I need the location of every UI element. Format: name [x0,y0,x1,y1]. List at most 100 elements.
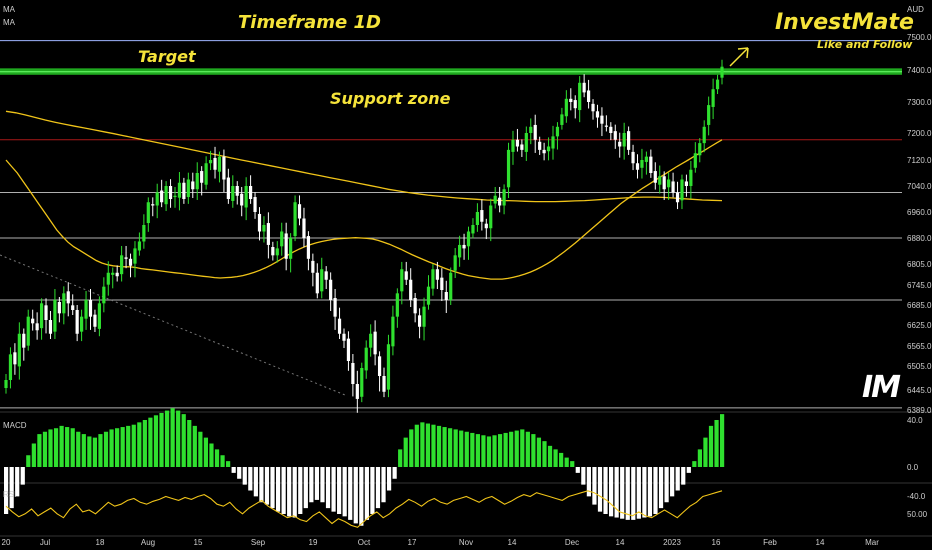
candle [355,370,359,413]
candle-body [635,163,640,170]
time-tick-label: Dec [565,538,579,547]
candle [582,74,586,98]
candle [466,226,471,260]
macd-bar [448,428,453,467]
macd-bar [375,467,381,509]
candle-body [217,156,222,172]
candle-body [618,141,622,147]
macd-bar [392,467,397,479]
candle [315,263,319,299]
candle [177,172,182,211]
candle-body [453,255,457,271]
time-tick-label: 15 [194,538,203,547]
candle [329,272,333,311]
candle-body [35,323,39,331]
candle-body [644,156,648,162]
candle [333,289,337,330]
macd-bar [564,457,569,467]
macd-bar [492,435,497,467]
candle [39,298,44,340]
macd-bar [570,461,575,467]
macd-bar [81,434,86,467]
macd-bar [220,455,225,467]
candle [702,120,706,153]
candle [164,181,168,212]
candle [222,149,226,193]
macd-bar [398,449,403,467]
candle-body [244,186,248,208]
candle-body [26,316,30,346]
time-tick-label: Feb [763,538,777,547]
candle [369,324,373,357]
candle-body [404,271,408,280]
candle-body [333,298,337,317]
candle [342,328,346,348]
macd-bar [703,437,708,467]
candle [124,245,128,269]
candle-body [417,315,422,327]
candle-body [471,225,475,234]
candle [289,233,293,273]
candle [4,374,8,394]
candle-body [355,384,359,399]
downtrend-line [0,254,346,396]
candle [200,166,204,196]
candle [346,331,351,371]
macd-bar [681,467,686,485]
candle-body [702,126,706,144]
candle [640,148,644,179]
candle-body [440,277,444,290]
candle-body [658,176,662,185]
candle-body [311,260,315,273]
macd-bar [320,467,325,503]
candle [57,297,61,323]
candle [53,289,57,339]
time-tick-label: 16 [712,538,721,547]
candle-body [253,197,257,212]
candle-body [186,179,190,198]
candle-body [31,318,35,324]
target-annotation: Target [138,47,196,66]
rsi-tick-label: 50.00 [907,510,928,519]
macd-bar [203,437,209,467]
candle [137,232,142,256]
macd-bar [425,423,431,467]
macd-bar [142,420,147,467]
candle [208,150,213,171]
macd-bar [597,467,603,512]
brand-logo: IM [862,370,901,405]
timeframe-annotation: Timeframe 1D [238,12,381,33]
candle-body [515,139,520,147]
candle-body [57,302,61,314]
candle-body [191,181,195,190]
candle-body [680,179,684,201]
candle-body [342,333,346,341]
candle-body [53,300,57,332]
candle [324,266,328,289]
candle [595,104,600,128]
candle [133,241,137,278]
macd-bar [536,437,542,467]
candle-body [546,146,551,152]
candle-body [377,356,382,376]
candle [560,107,564,130]
candle [698,138,702,163]
candle [693,142,697,173]
candle [266,212,270,259]
candle-body [458,244,462,258]
candle-body [302,218,306,238]
candle [578,76,582,123]
candle [377,351,382,392]
macd-bar [131,424,136,467]
candle [475,203,480,232]
candle-body [146,202,150,224]
macd-bar [170,408,175,467]
candle [680,174,684,210]
candle [106,261,110,296]
price-tick-label: 7120.0 [907,156,932,165]
candle-body [498,197,502,206]
candle-body [560,114,564,125]
candle-body [431,269,435,289]
candle [426,275,431,310]
candle-body [208,160,213,164]
